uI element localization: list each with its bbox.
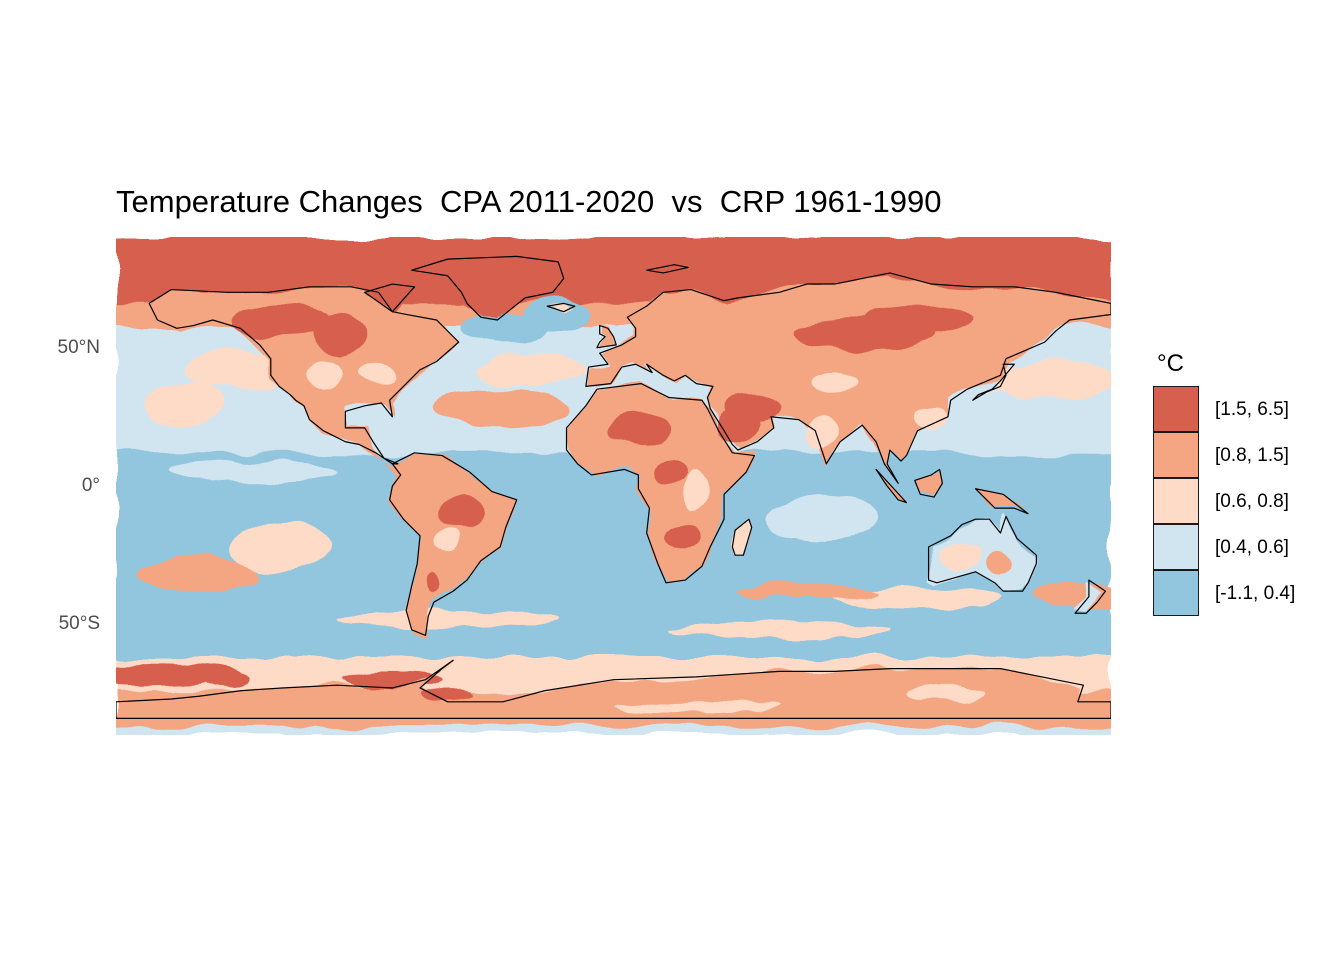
coastline <box>116 660 1111 718</box>
coastline <box>973 364 1014 400</box>
coastline <box>876 469 906 502</box>
temperature-change-map <box>116 237 1111 735</box>
legend-swatch <box>1153 524 1199 570</box>
coastline <box>390 453 517 636</box>
coastline <box>929 516 1037 591</box>
latitude-tick-label: 50°N <box>57 336 100 358</box>
map-title: Temperature Changes CPA 2011-2020 vs CRP… <box>116 184 942 219</box>
coastline <box>365 284 415 312</box>
legend-label: [0.8, 1.5] <box>1215 445 1289 466</box>
legend-swatch <box>1153 570 1199 616</box>
coastline <box>976 489 1029 514</box>
legend-swatch <box>1153 386 1199 432</box>
legend-label: [1.5, 6.5] <box>1215 399 1289 420</box>
legend-item: [-1.1, 0.4] <box>1153 570 1295 616</box>
legend-label: [0.6, 0.8] <box>1215 491 1289 512</box>
legend-item: [0.6, 0.8] <box>1153 478 1289 524</box>
coastline <box>732 519 751 555</box>
coastline <box>915 469 943 497</box>
coastline <box>547 303 575 311</box>
latitude-tick-label: 50°S <box>58 613 100 635</box>
legend: °C [1.5, 6.5] [0.8, 1.5] [0.6, 0.8] [0.4, 0… <box>1153 350 1295 616</box>
coastline <box>597 326 616 348</box>
coastline <box>412 256 564 320</box>
legend-item: [0.4, 0.6] <box>1153 524 1289 570</box>
latitude-tick-label: 0° <box>81 475 100 496</box>
legend-label: [-1.1, 0.4] <box>1215 583 1296 604</box>
legend-item: [1.5, 6.5] <box>1153 386 1289 432</box>
legend-title: °C <box>1157 350 1184 377</box>
legend-swatch <box>1153 478 1199 524</box>
legend-swatch <box>1153 432 1199 478</box>
coastline <box>567 384 755 583</box>
legend-label: [0.4, 0.6] <box>1215 537 1289 558</box>
legend-items: [1.5, 6.5] [0.8, 1.5] [0.6, 0.8] [0.4, 0.6]… <box>1153 386 1295 616</box>
coastline <box>1075 580 1105 613</box>
coastline <box>586 273 1111 483</box>
legend-item: [0.8, 1.5] <box>1153 432 1289 478</box>
coastline <box>647 265 688 273</box>
map-panel <box>116 237 1111 735</box>
